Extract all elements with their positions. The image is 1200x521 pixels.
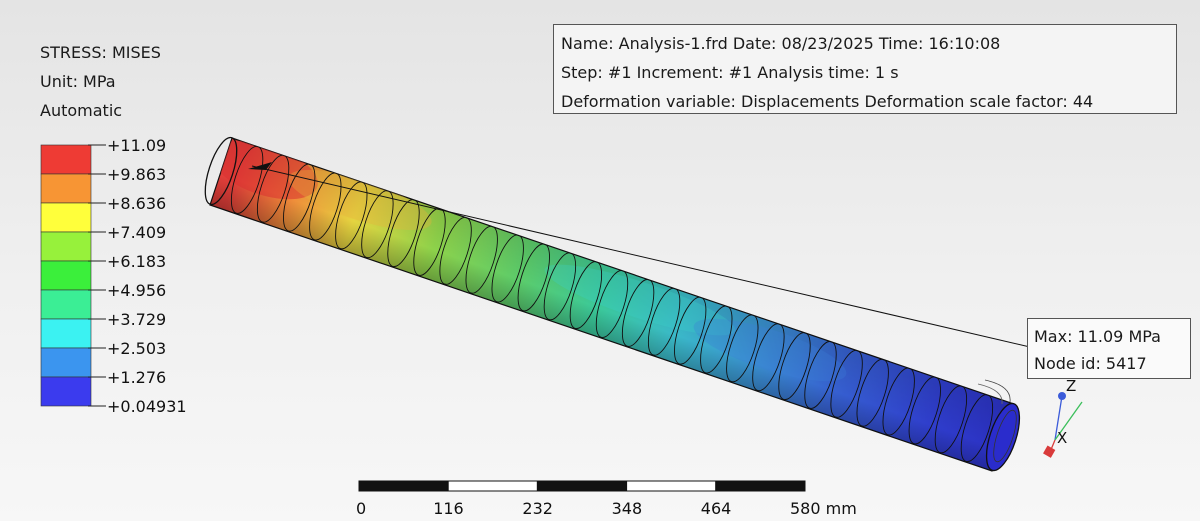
legend-tick-label: +7.409 <box>107 223 166 242</box>
pipe-model[interactable] <box>199 129 1026 474</box>
info-name-date-time: Name: Analysis-1.frd Date: 08/23/2025 Ti… <box>561 34 1001 53</box>
legend-band <box>40 347 92 378</box>
legend-band <box>40 318 92 349</box>
scale-bar-label: 348 <box>612 499 643 518</box>
analysis-info-box: Name: Analysis-1.frd Date: 08/23/2025 Ti… <box>553 24 1177 114</box>
legend-band <box>40 260 92 291</box>
scale-bar-segment <box>626 480 717 492</box>
legend-tick-label: +4.956 <box>107 281 166 300</box>
scale-bar-label: 116 <box>433 499 464 518</box>
legend-band <box>40 173 92 204</box>
legend-mode: Automatic <box>40 101 123 120</box>
legend-tick-label: +8.636 <box>107 194 166 213</box>
max-value-box: Max: 11.09 MPa Node id: 5417 <box>1027 318 1191 379</box>
legend-tick-label: +6.183 <box>107 252 166 271</box>
scale-bar-segment <box>358 480 449 492</box>
legend-tick-label: +0.04931 <box>107 397 187 416</box>
axis-triad: Z X <box>1043 377 1083 458</box>
max-node-id: Node id: 5417 <box>1034 354 1147 373</box>
legend-band <box>40 231 92 262</box>
scale-bar: 0 116 232 348 464 580 mm <box>356 480 857 518</box>
info-deformation: Deformation variable: Displacements Defo… <box>561 92 1094 111</box>
z-axis-line <box>1054 395 1063 441</box>
legend-band <box>40 289 92 320</box>
scale-bar-label: 580 mm <box>790 499 857 518</box>
max-stress-value: Max: 11.09 MPa <box>1034 327 1161 346</box>
scale-bar-label: 0 <box>356 499 366 518</box>
scale-bar-segment <box>715 480 806 492</box>
legend-tick-label: +9.863 <box>107 165 166 184</box>
legend-tick-label: +1.276 <box>107 368 166 387</box>
scale-bar-label: 232 <box>522 499 553 518</box>
y-axis-line <box>1054 401 1083 441</box>
legend-tick-label: +3.729 <box>107 310 166 329</box>
legend-band <box>40 144 92 175</box>
scale-bar-label: 464 <box>701 499 732 518</box>
info-step-increment: Step: #1 Increment: #1 Analysis time: 1 … <box>561 63 899 82</box>
x-axis-label: X <box>1057 429 1067 447</box>
legend-band <box>40 376 92 407</box>
legend-title: STRESS: MISES <box>40 43 161 62</box>
x-axis-cone <box>1043 445 1056 458</box>
legend-tick-label: +11.09 <box>107 136 166 155</box>
scale-bar-segment <box>447 480 538 492</box>
legend-unit: Unit: MPa <box>40 72 116 91</box>
max-marker <box>248 162 1031 348</box>
legend-band <box>40 202 92 233</box>
scale-bar-segment <box>536 480 628 492</box>
legend-tick-label: +2.503 <box>107 339 166 358</box>
z-axis-cone <box>1058 392 1066 400</box>
color-legend-bar: +11.09 +9.863 +8.636 +7.409 +6.183 +4.956 +3.7… <box>40 136 187 416</box>
z-axis-label: Z <box>1066 377 1076 395</box>
